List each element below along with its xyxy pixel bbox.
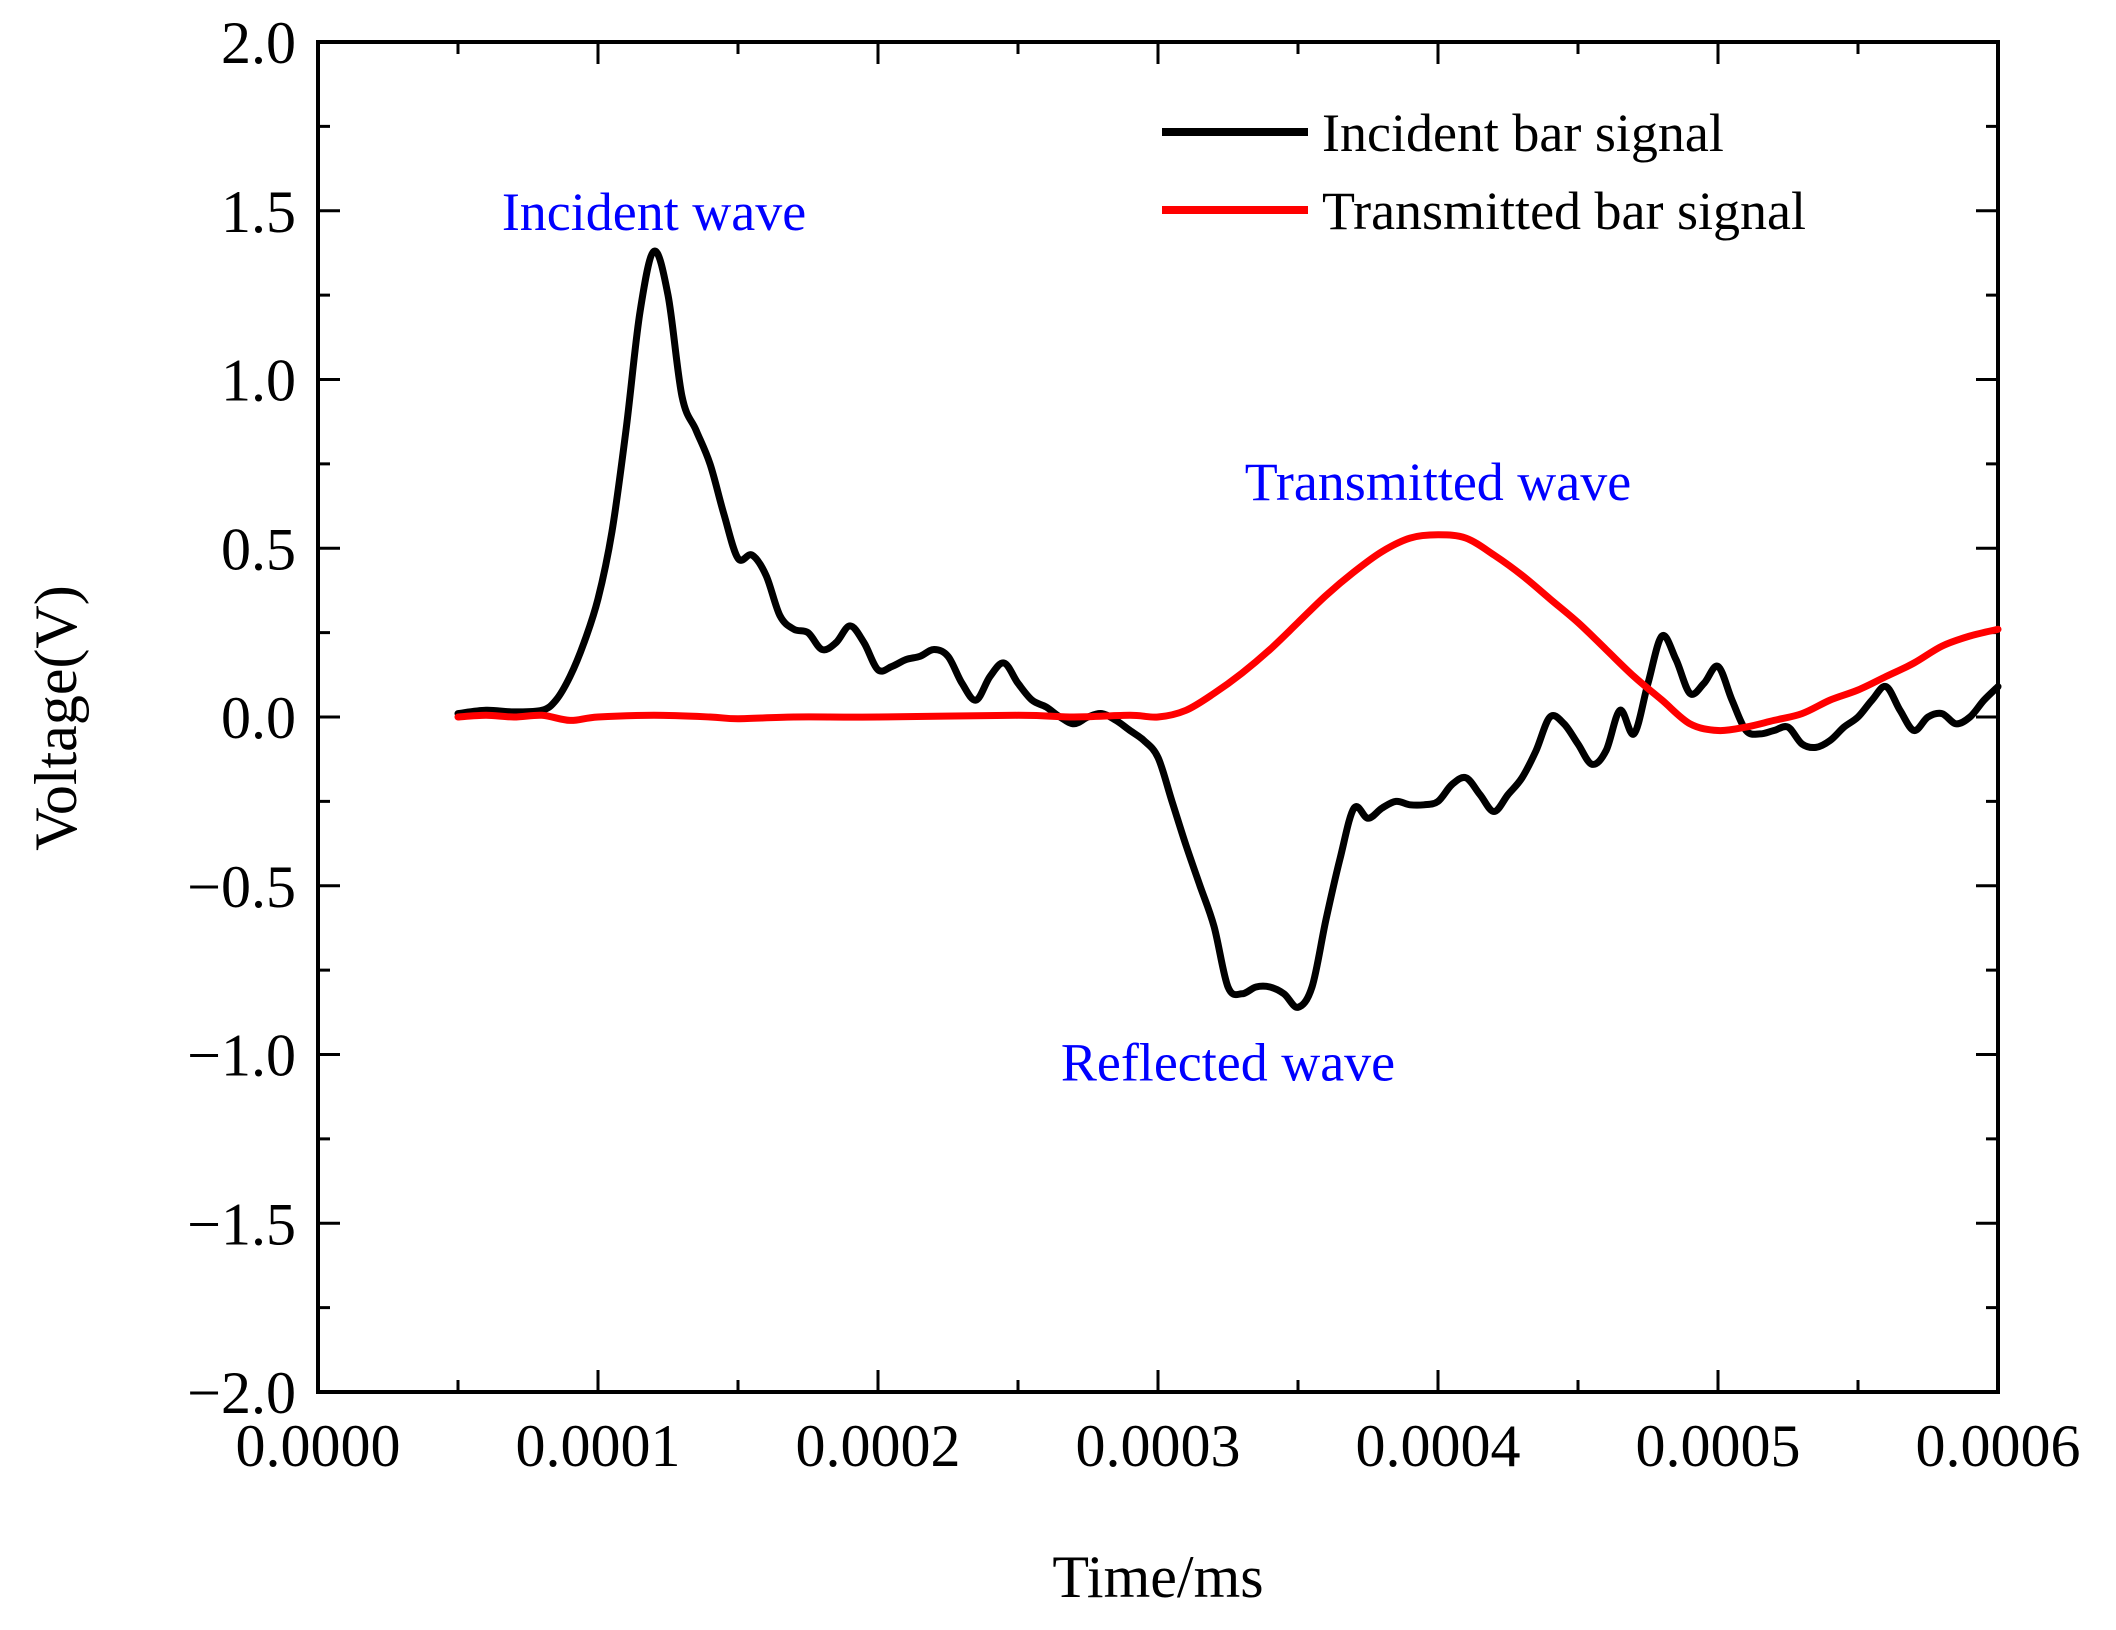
y-tick-label: −2.0 <box>187 1360 296 1426</box>
y-tick-label: −1.0 <box>187 1023 296 1089</box>
legend: Incident bar signal Transmitted bar sign… <box>1162 103 1806 241</box>
annotations: Incident wave Transmitted wave Reflected w… <box>502 182 1631 1093</box>
x-tick-label: 0.0003 <box>1076 1413 1241 1479</box>
y-axis-title: Voltage(V) <box>23 585 89 851</box>
x-tick-label: 0.0004 <box>1356 1413 1521 1479</box>
y-tick-label: 0.0 <box>221 685 296 751</box>
annotation-reflected-wave: Reflected wave <box>1061 1032 1395 1092</box>
legend-label-incident: Incident bar signal <box>1322 103 1724 163</box>
axis-ticks <box>316 40 2000 1394</box>
x-tick-label: 0.0001 <box>516 1413 681 1479</box>
x-tick-label: 0.0006 <box>1916 1413 2081 1479</box>
annotation-transmitted-wave: Transmitted wave <box>1245 452 1631 512</box>
x-tick-label: 0.0005 <box>1636 1413 1801 1479</box>
tick-labels: 0.0000 0.0001 0.0002 0.0003 0.0004 0.0005 0.00… <box>187 10 2080 1479</box>
series-line-transmitted <box>454 531 2002 735</box>
y-tick-label: 1.0 <box>221 348 296 414</box>
y-tick-label: 1.5 <box>221 179 296 245</box>
annotation-incident-wave: Incident wave <box>502 182 806 242</box>
y-tick-label: 0.5 <box>221 516 296 582</box>
legend-label-transmitted: Transmitted bar signal <box>1322 181 1806 241</box>
series-layer <box>454 247 2002 1011</box>
x-tick-label: 0.0002 <box>796 1413 961 1479</box>
x-tick-label: 0.0000 <box>236 1413 401 1479</box>
y-tick-label: −1.5 <box>187 1191 296 1257</box>
y-tick-label: −0.5 <box>187 854 296 920</box>
y-tick-label: 2.0 <box>221 10 296 76</box>
x-axis-title: Time/ms <box>1052 1544 1263 1610</box>
